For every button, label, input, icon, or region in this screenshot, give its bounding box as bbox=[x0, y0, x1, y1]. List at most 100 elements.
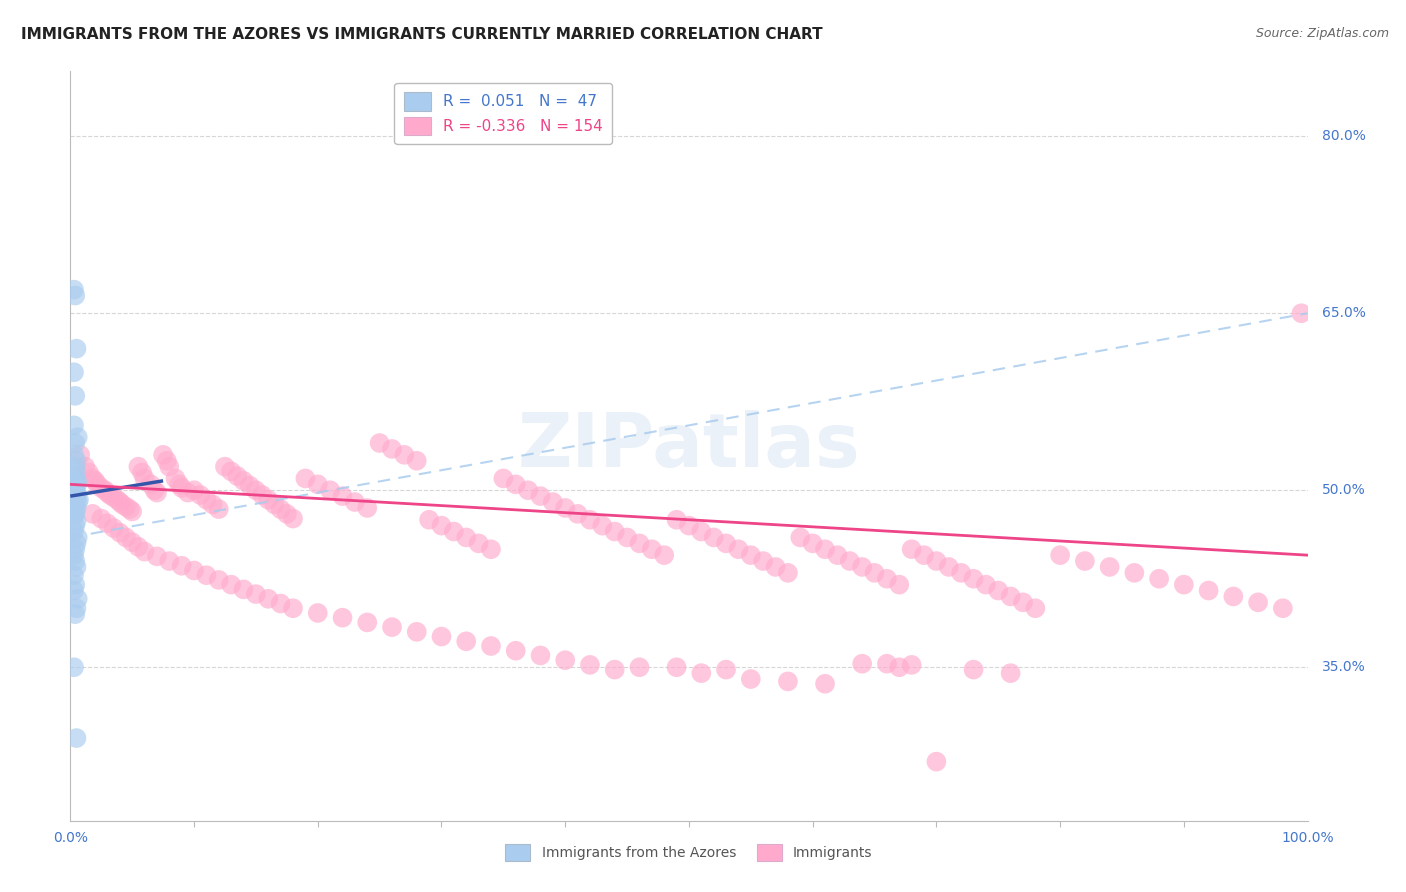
Point bbox=[127, 459, 149, 474]
Point bbox=[84, 474, 107, 488]
Point bbox=[121, 535, 143, 549]
Point bbox=[103, 521, 125, 535]
Point bbox=[307, 477, 329, 491]
Point bbox=[65, 514, 87, 528]
Point bbox=[851, 560, 873, 574]
Point bbox=[208, 573, 231, 587]
Point bbox=[1123, 566, 1146, 580]
Point bbox=[63, 448, 86, 462]
Point bbox=[281, 601, 304, 615]
Point bbox=[69, 448, 91, 462]
Point bbox=[925, 755, 948, 769]
Point bbox=[690, 666, 713, 681]
Point bbox=[63, 509, 86, 524]
Point bbox=[912, 548, 935, 562]
Point bbox=[115, 500, 138, 514]
Point bbox=[276, 507, 298, 521]
Point bbox=[479, 639, 502, 653]
Point bbox=[63, 583, 86, 598]
Text: 65.0%: 65.0% bbox=[1323, 306, 1367, 320]
Point bbox=[66, 476, 89, 491]
Point bbox=[789, 531, 811, 545]
Point bbox=[405, 624, 427, 639]
Point bbox=[63, 283, 86, 297]
Point bbox=[319, 483, 342, 498]
Point bbox=[270, 597, 292, 611]
Point bbox=[105, 492, 128, 507]
Text: IMMIGRANTS FROM THE AZORES VS IMMIGRANTS CURRENTLY MARRIED CORRELATION CHART: IMMIGRANTS FROM THE AZORES VS IMMIGRANTS… bbox=[21, 27, 823, 42]
Point bbox=[1000, 590, 1022, 604]
Text: Source: ZipAtlas.com: Source: ZipAtlas.com bbox=[1256, 27, 1389, 40]
Point bbox=[665, 660, 688, 674]
Point bbox=[567, 507, 589, 521]
Point bbox=[90, 481, 112, 495]
Point bbox=[690, 524, 713, 539]
Point bbox=[98, 488, 121, 502]
Point bbox=[294, 471, 316, 485]
Point bbox=[170, 558, 193, 573]
Point bbox=[146, 549, 169, 564]
Point bbox=[356, 615, 378, 630]
Point bbox=[714, 536, 737, 550]
Point bbox=[541, 495, 564, 509]
Point bbox=[950, 566, 973, 580]
Point bbox=[63, 504, 86, 518]
Point bbox=[66, 531, 89, 545]
Point bbox=[554, 653, 576, 667]
Point bbox=[63, 483, 86, 498]
Point bbox=[65, 474, 87, 488]
Point bbox=[108, 495, 131, 509]
Point bbox=[714, 663, 737, 677]
Text: ZIPatlas: ZIPatlas bbox=[517, 409, 860, 483]
Point bbox=[727, 542, 749, 557]
Point bbox=[226, 469, 249, 483]
Point bbox=[65, 731, 87, 745]
Point bbox=[765, 560, 787, 574]
Point bbox=[94, 483, 117, 498]
Point bbox=[1173, 577, 1195, 591]
Point bbox=[86, 477, 108, 491]
Point bbox=[134, 544, 156, 558]
Point bbox=[889, 660, 911, 674]
Point bbox=[157, 459, 180, 474]
Point bbox=[65, 577, 87, 591]
Point bbox=[827, 548, 849, 562]
Point bbox=[65, 500, 87, 514]
Point bbox=[146, 485, 169, 500]
Point bbox=[250, 488, 273, 502]
Point bbox=[121, 504, 143, 518]
Point bbox=[257, 591, 280, 606]
Point bbox=[776, 674, 799, 689]
Point bbox=[177, 485, 200, 500]
Point bbox=[82, 507, 104, 521]
Point bbox=[752, 554, 775, 568]
Point bbox=[851, 657, 873, 671]
Point bbox=[876, 572, 898, 586]
Point bbox=[188, 488, 211, 502]
Point bbox=[152, 448, 174, 462]
Point bbox=[108, 525, 131, 540]
Point bbox=[1198, 583, 1220, 598]
Point bbox=[579, 657, 602, 672]
Point bbox=[591, 518, 613, 533]
Point bbox=[65, 466, 87, 480]
Point bbox=[67, 492, 90, 507]
Point bbox=[65, 536, 87, 550]
Point bbox=[740, 672, 762, 686]
Point bbox=[776, 566, 799, 580]
Point bbox=[165, 471, 187, 485]
Point bbox=[307, 606, 329, 620]
Point bbox=[232, 474, 254, 488]
Point bbox=[65, 542, 87, 557]
Point bbox=[239, 478, 262, 492]
Point bbox=[838, 554, 860, 568]
Point bbox=[103, 491, 125, 505]
Point bbox=[801, 536, 824, 550]
Point bbox=[962, 663, 984, 677]
Point bbox=[270, 502, 292, 516]
Point bbox=[65, 554, 87, 568]
Point bbox=[1012, 595, 1035, 609]
Point bbox=[443, 524, 465, 539]
Point bbox=[232, 582, 254, 597]
Point bbox=[1000, 666, 1022, 681]
